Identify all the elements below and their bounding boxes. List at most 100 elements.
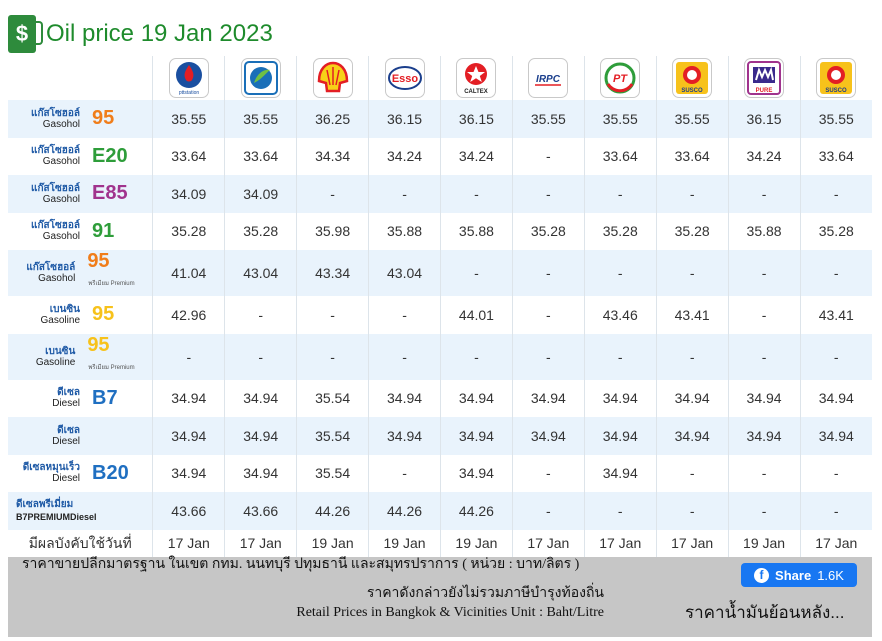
- footer-english-note: Retail Prices in Bangkok & Vicinities Un…: [296, 605, 604, 620]
- fuel-type-cell: แก๊สโซฮอล์ Gasohol 95 พรีเมียม Premium: [8, 250, 153, 296]
- price-cell: 34.94: [799, 417, 872, 455]
- fuel-thai-name: แก๊สโซฮอล์: [26, 262, 76, 273]
- fuel-thai-name: แก๊สโซฮอล์: [31, 107, 80, 119]
- brand-bangchak: [224, 56, 297, 100]
- price-cell: 34.94: [368, 379, 441, 417]
- price-cell: -: [224, 333, 297, 380]
- fuel-grade: B7: [92, 387, 118, 410]
- price-cell: 36.15: [368, 100, 441, 138]
- price-cell: -: [511, 250, 585, 296]
- price-cell: 35.28: [152, 212, 225, 250]
- fuel-label: แก๊สโซฮอล์ Gasohol 95 พรีเมียม Premium: [8, 250, 152, 296]
- susco-logo-text: SUSCO: [681, 88, 703, 94]
- page-title: Oil price 19 Jan 2023: [46, 20, 273, 47]
- price-cell: 34.34: [296, 137, 369, 175]
- price-cell: 35.88: [727, 212, 801, 250]
- fuel-name: แก๊สโซฮอล์ Gasohol: [8, 220, 80, 242]
- price-cell: 34.94: [799, 379, 872, 417]
- fuel-label: เบนซิน Gasoline 95 พรีเมียม Premium: [8, 334, 152, 380]
- price-cell: 35.54: [296, 379, 369, 417]
- fuel-english-name: B7PREMIUMDiesel: [16, 511, 97, 522]
- price-cell: -: [296, 175, 369, 213]
- price-cell: 43.46: [583, 296, 657, 334]
- facebook-share-button[interactable]: f Share 1.6K: [741, 563, 857, 587]
- fuel-type-cell: ดีเซล Diesel B7: [8, 380, 153, 418]
- fuel-type-cell: เบนซิน Gasoline 95 พรีเมียม Premium: [8, 333, 153, 380]
- fuel-label: เบนซิน Gasoline 95: [8, 296, 152, 334]
- fuel-name: เบนซิน Gasoline: [8, 304, 80, 326]
- fuel-english-name: Gasohol: [42, 193, 80, 205]
- fuel-type-cell: แก๊สโซฮอล์ Gasohol 91: [8, 213, 153, 251]
- fuel-name: แก๊สโซฮอล์ Gasohol: [8, 262, 75, 284]
- price-cell: 35.28: [224, 212, 297, 250]
- fuel-type-cell: เบนซิน Gasoline 95: [8, 296, 153, 334]
- fuel-name: ดีเซลหมุนเร็ว Diesel: [8, 462, 80, 484]
- fuel-thai-name: แก๊สโซฮอล์: [31, 145, 80, 157]
- brand-pt: PT: [583, 56, 657, 100]
- brand-header-row: pttstation: [8, 56, 872, 100]
- price-cell: -: [727, 454, 801, 492]
- pure-logo: PURE: [744, 58, 785, 98]
- fuel-thai-name: ดีเซล: [57, 387, 80, 399]
- esso-logo: Esso: [384, 58, 425, 98]
- fuel-grade-value: 91: [92, 219, 115, 242]
- price-cell: -: [511, 492, 585, 530]
- price-cell: 35.55: [224, 100, 297, 138]
- esso-logo-text: Esso: [391, 73, 418, 85]
- fuel-name: ดีเซล Diesel: [8, 387, 80, 409]
- fuel-type-cell: แก๊สโซฮอล์ Gasohol 95: [8, 100, 153, 138]
- susco-logo: SUSCO: [816, 58, 857, 98]
- price-cell: 34.94: [224, 454, 297, 492]
- price-cell: 36.25: [296, 100, 369, 138]
- price-cell: 34.94: [655, 417, 729, 455]
- fuel-grade-value: 95: [92, 107, 115, 130]
- price-cell: 35.28: [799, 212, 872, 250]
- susco-logo-text: SUSCO: [826, 88, 848, 94]
- fuel-thai-name: เบนซิน: [49, 303, 80, 315]
- fuel-grade-value: B7: [92, 386, 118, 409]
- fuel-type-cell: ดีเซลพรีเมี่ยม B7PREMIUMDiesel: [8, 492, 153, 530]
- price-cell: -: [439, 250, 513, 296]
- fuel-grade-value: 95: [87, 333, 110, 356]
- fuel-name: แก๊สโซฮอล์ Gasohol: [8, 183, 80, 205]
- price-cell: 43.66: [224, 492, 297, 530]
- price-cell: 34.94: [224, 417, 297, 455]
- price-cell: 43.41: [799, 296, 872, 334]
- price-cell: -: [296, 333, 369, 380]
- fuel-grade: E20: [92, 145, 128, 168]
- facebook-icon: f: [754, 567, 770, 583]
- fuel-pump-icon: $: [8, 15, 43, 53]
- price-cell: 34.94: [583, 379, 657, 417]
- fuel-english-name: Gasoline: [40, 314, 80, 326]
- price-cell: -: [439, 175, 513, 213]
- price-cell: 35.55: [152, 100, 225, 138]
- effective-date: 19 Jan: [311, 534, 354, 551]
- price-cell: -: [368, 454, 441, 492]
- price-cell: -: [152, 333, 225, 380]
- price-cell: 34.94: [152, 417, 225, 455]
- price-cell: 36.15: [439, 100, 513, 138]
- price-cell: 34.94: [583, 454, 657, 492]
- price-cell: -: [511, 333, 585, 380]
- fuel-thai-name: แก๊สโซฮอล์: [31, 182, 80, 194]
- price-cell: 35.55: [511, 100, 585, 138]
- price-cell: 35.55: [583, 100, 657, 138]
- price-history-link[interactable]: ราคาน้ำมันย้อนหลัง...: [685, 603, 845, 622]
- effective-date: 19 Jan: [455, 534, 498, 551]
- price-cell: -: [655, 175, 729, 213]
- fuel-row: แก๊สโซฮอล์ Gasohol 95 พรีเมียม Premium 41.04…: [8, 250, 872, 296]
- fuel-label: ดีเซลหมุนเร็ว Diesel B20: [8, 455, 152, 493]
- price-cell: -: [511, 137, 585, 175]
- brand-esso: Esso: [368, 56, 441, 100]
- price-cell: 41.04: [152, 250, 225, 296]
- fuel-label: ดีเซลพรีเมี่ยม B7PREMIUMDiesel: [8, 498, 152, 524]
- price-cell: -: [799, 454, 872, 492]
- premium-tag: พรีเมียม Premium: [88, 281, 135, 288]
- price-cell: 33.64: [583, 137, 657, 175]
- susco-logo: SUSCO: [672, 58, 713, 98]
- fuel-thai-name: ดีเซล: [57, 424, 80, 436]
- price-cell: 34.94: [511, 379, 585, 417]
- fuel-type-cell: แก๊สโซฮอล์ Gasohol E20: [8, 138, 153, 176]
- price-cell: 34.94: [583, 417, 657, 455]
